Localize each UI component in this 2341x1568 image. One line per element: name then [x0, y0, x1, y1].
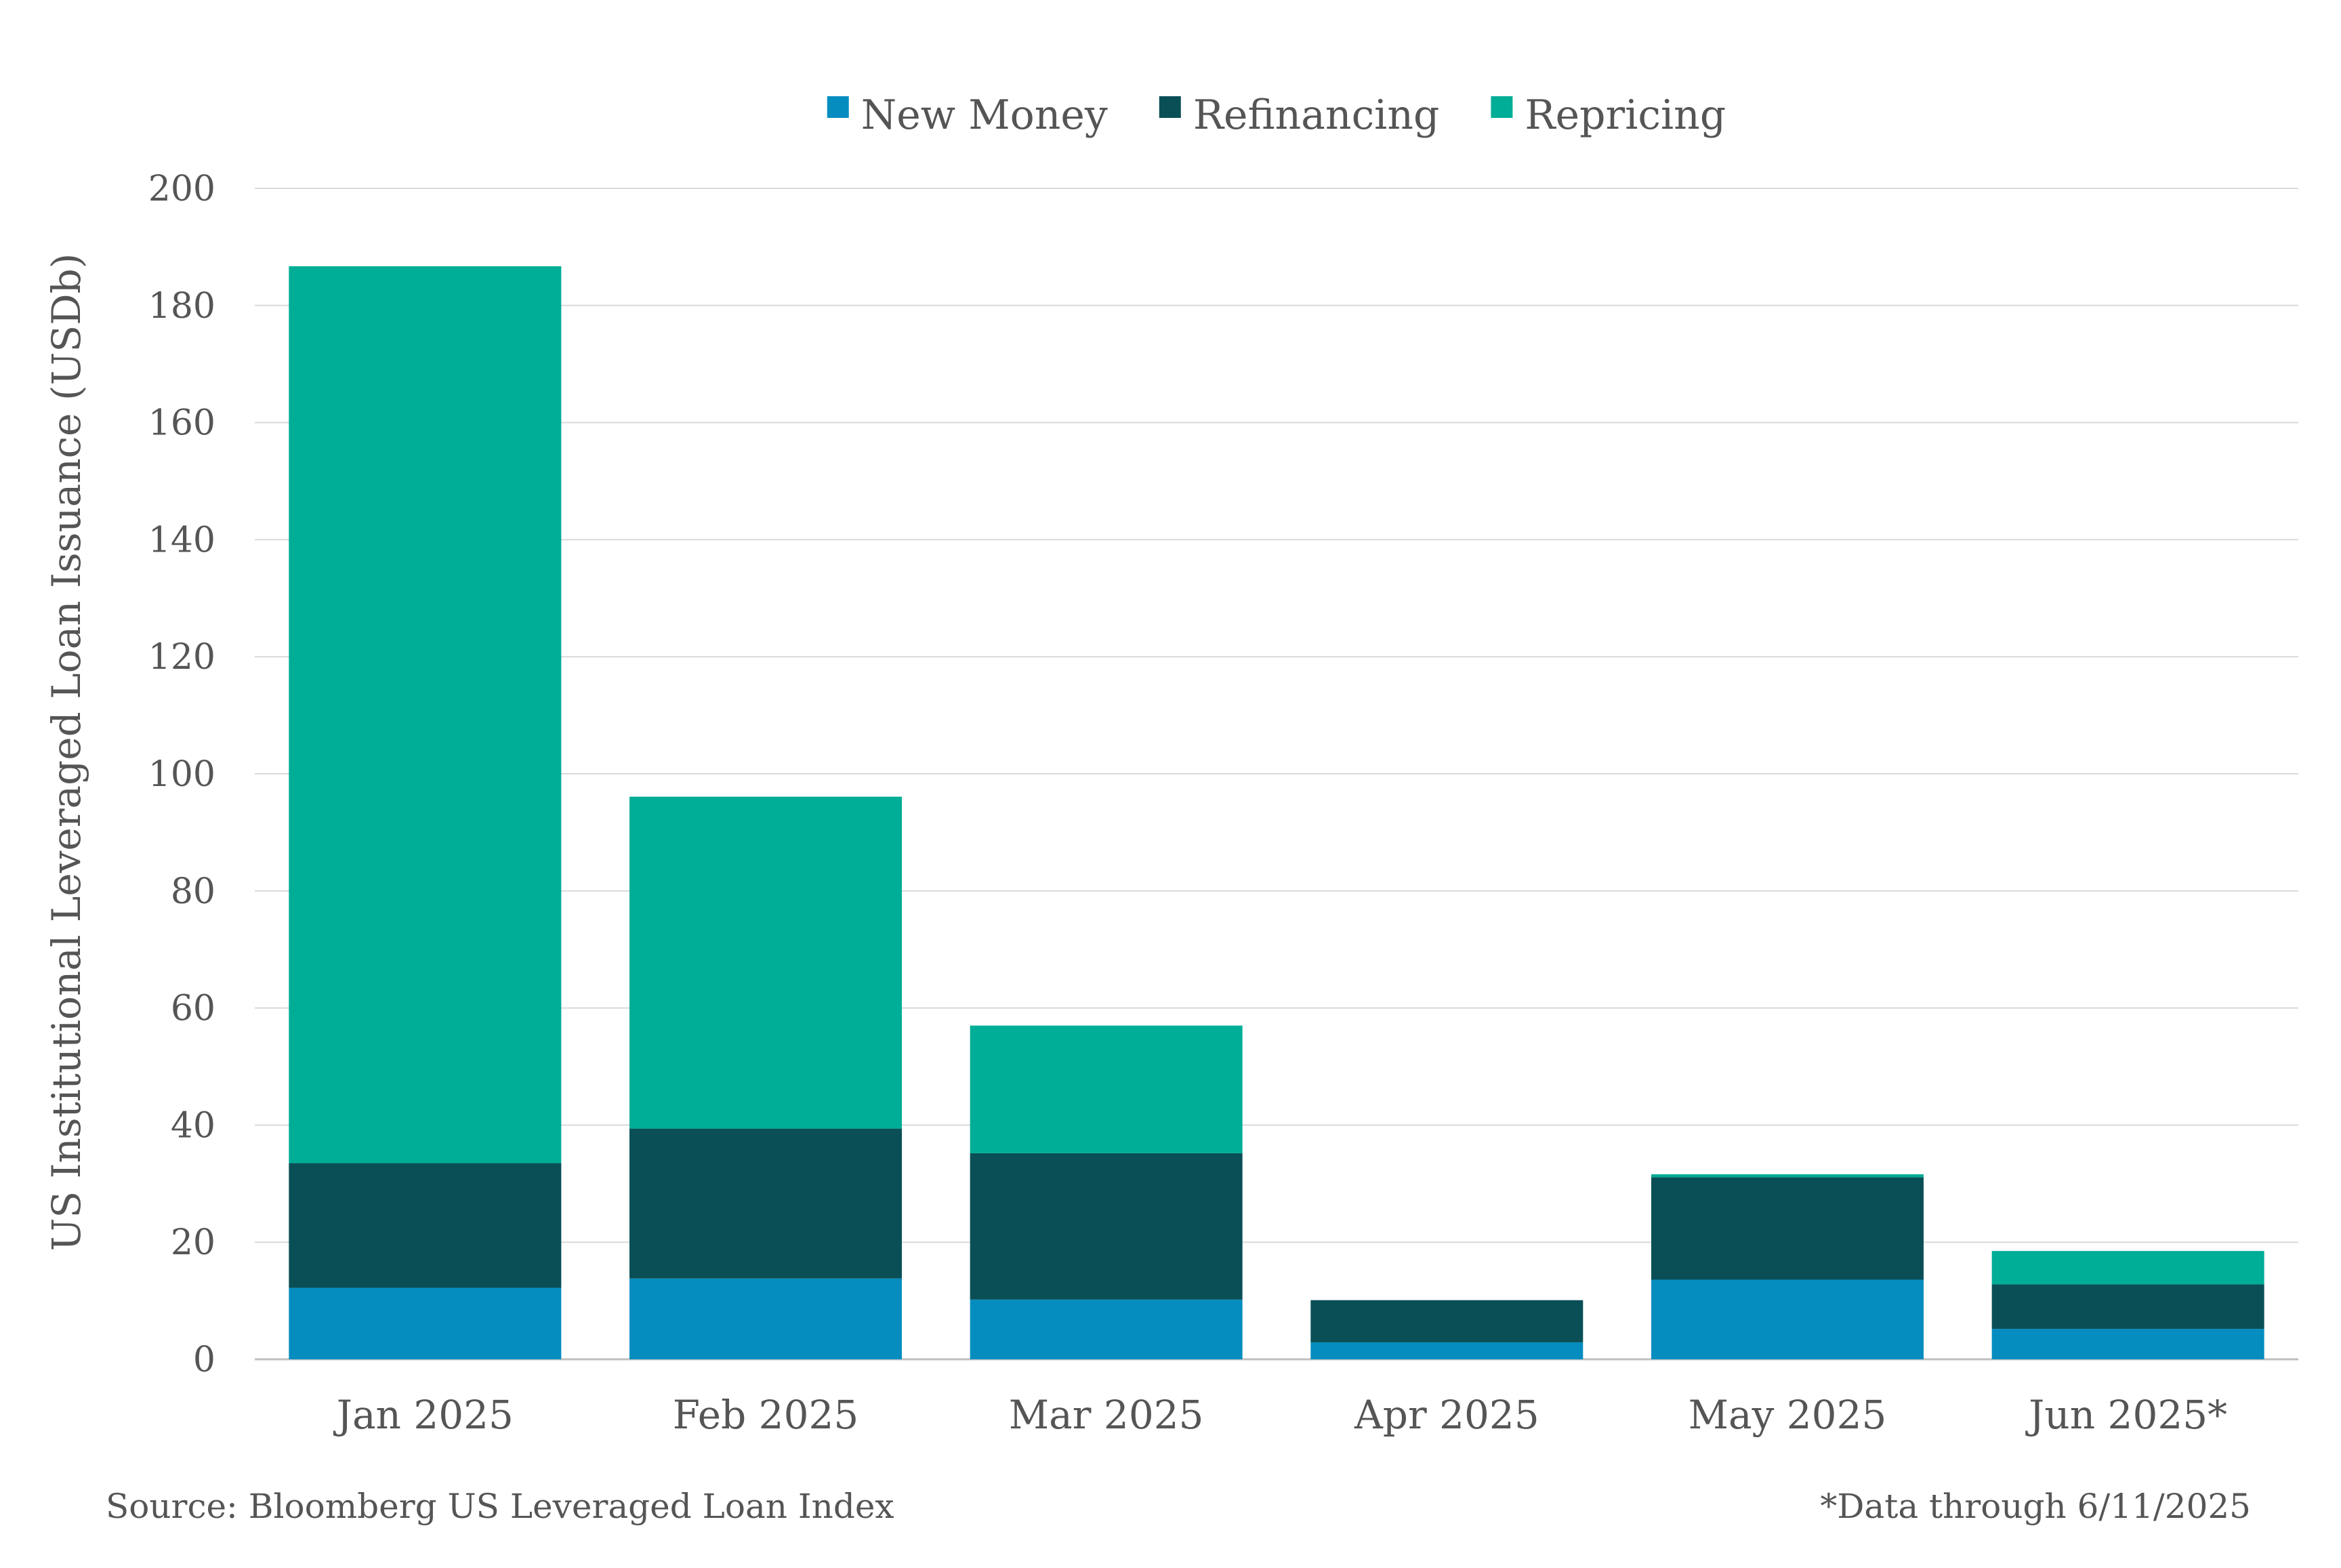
- legend-label: Refinancing: [1193, 91, 1440, 139]
- y-tick-label: 60: [171, 989, 215, 1029]
- bar-group: [970, 1025, 1243, 1359]
- legend-item-refinancing: Refinancing: [1159, 91, 1440, 139]
- bar-segment-refinancing: [629, 1128, 902, 1279]
- legend-swatch: [827, 96, 849, 118]
- gridlines: [255, 188, 2298, 1361]
- bar-group: [629, 796, 902, 1359]
- bar-segment-refinancing: [1651, 1177, 1924, 1280]
- bar-group: [289, 266, 562, 1359]
- y-tick-label: 180: [148, 286, 215, 327]
- legend-item-new-money: New Money: [827, 91, 1108, 139]
- bar-segment-new-money: [629, 1278, 902, 1359]
- bar-segment-new-money: [1651, 1279, 1924, 1359]
- bar-segment-refinancing: [289, 1163, 562, 1288]
- y-tick-label: 20: [171, 1222, 215, 1263]
- bars: [289, 266, 2264, 1359]
- bar-group: [1991, 1251, 2264, 1359]
- y-axis-title: US Institutional Leveraged Loan Issuance…: [43, 253, 89, 1252]
- x-tick-label: Feb 2025: [673, 1392, 859, 1438]
- y-tick-label: 100: [148, 754, 215, 795]
- x-tick-label: Jun 2025*: [2025, 1392, 2227, 1438]
- bar-segment-repricing: [1651, 1174, 1924, 1178]
- y-tick-label: 120: [148, 637, 215, 678]
- bar-segment-refinancing: [1310, 1300, 1583, 1342]
- bar-group: [1310, 1300, 1583, 1359]
- x-tick-label: Apr 2025: [1354, 1392, 1539, 1438]
- legend-swatch: [1159, 96, 1181, 118]
- bar-segment-repricing: [629, 796, 902, 1129]
- y-tick-label: 80: [171, 871, 215, 912]
- bar-segment-new-money: [970, 1299, 1243, 1359]
- y-tick-label: 160: [148, 403, 215, 444]
- legend-swatch: [1491, 96, 1513, 118]
- legend-label: New Money: [861, 91, 1108, 139]
- bar-segment-repricing: [1991, 1251, 2264, 1285]
- x-axis-ticks: Jan 2025 Feb 2025 Mar 2025 Apr 2025 May 2025…: [333, 1392, 2227, 1438]
- x-tick-label: Jan 2025: [333, 1392, 514, 1438]
- x-tick-label: May 2025: [1689, 1392, 1887, 1438]
- y-tick-label: 200: [148, 169, 215, 209]
- y-tick-label: 140: [148, 520, 215, 560]
- bar-segment-new-money: [289, 1287, 562, 1359]
- y-tick-label: 40: [171, 1105, 215, 1146]
- bar-segment-new-money: [1991, 1329, 2264, 1359]
- source-note: Source: Bloomberg US Leveraged Loan Inde…: [106, 1487, 894, 1526]
- bar-segment-repricing: [970, 1025, 1243, 1153]
- x-tick-label: Mar 2025: [1009, 1392, 1204, 1438]
- bar-segment-refinancing: [1991, 1284, 2264, 1329]
- legend: New Money Refinancing Repricing: [827, 91, 1726, 139]
- bar-segment-repricing: [289, 266, 562, 1163]
- bar-segment-new-money: [1310, 1342, 1583, 1359]
- y-tick-label: 0: [193, 1340, 215, 1380]
- y-axis-ticks: 0 20 40 60 80 100 120 140 160 180 200: [148, 169, 215, 1380]
- footnote: *Data through 6/11/2025: [1820, 1487, 2251, 1526]
- legend-item-repricing: Repricing: [1491, 91, 1726, 139]
- legend-label: Repricing: [1525, 91, 1726, 139]
- bar-group: [1651, 1174, 1924, 1359]
- bar-segment-refinancing: [970, 1153, 1243, 1300]
